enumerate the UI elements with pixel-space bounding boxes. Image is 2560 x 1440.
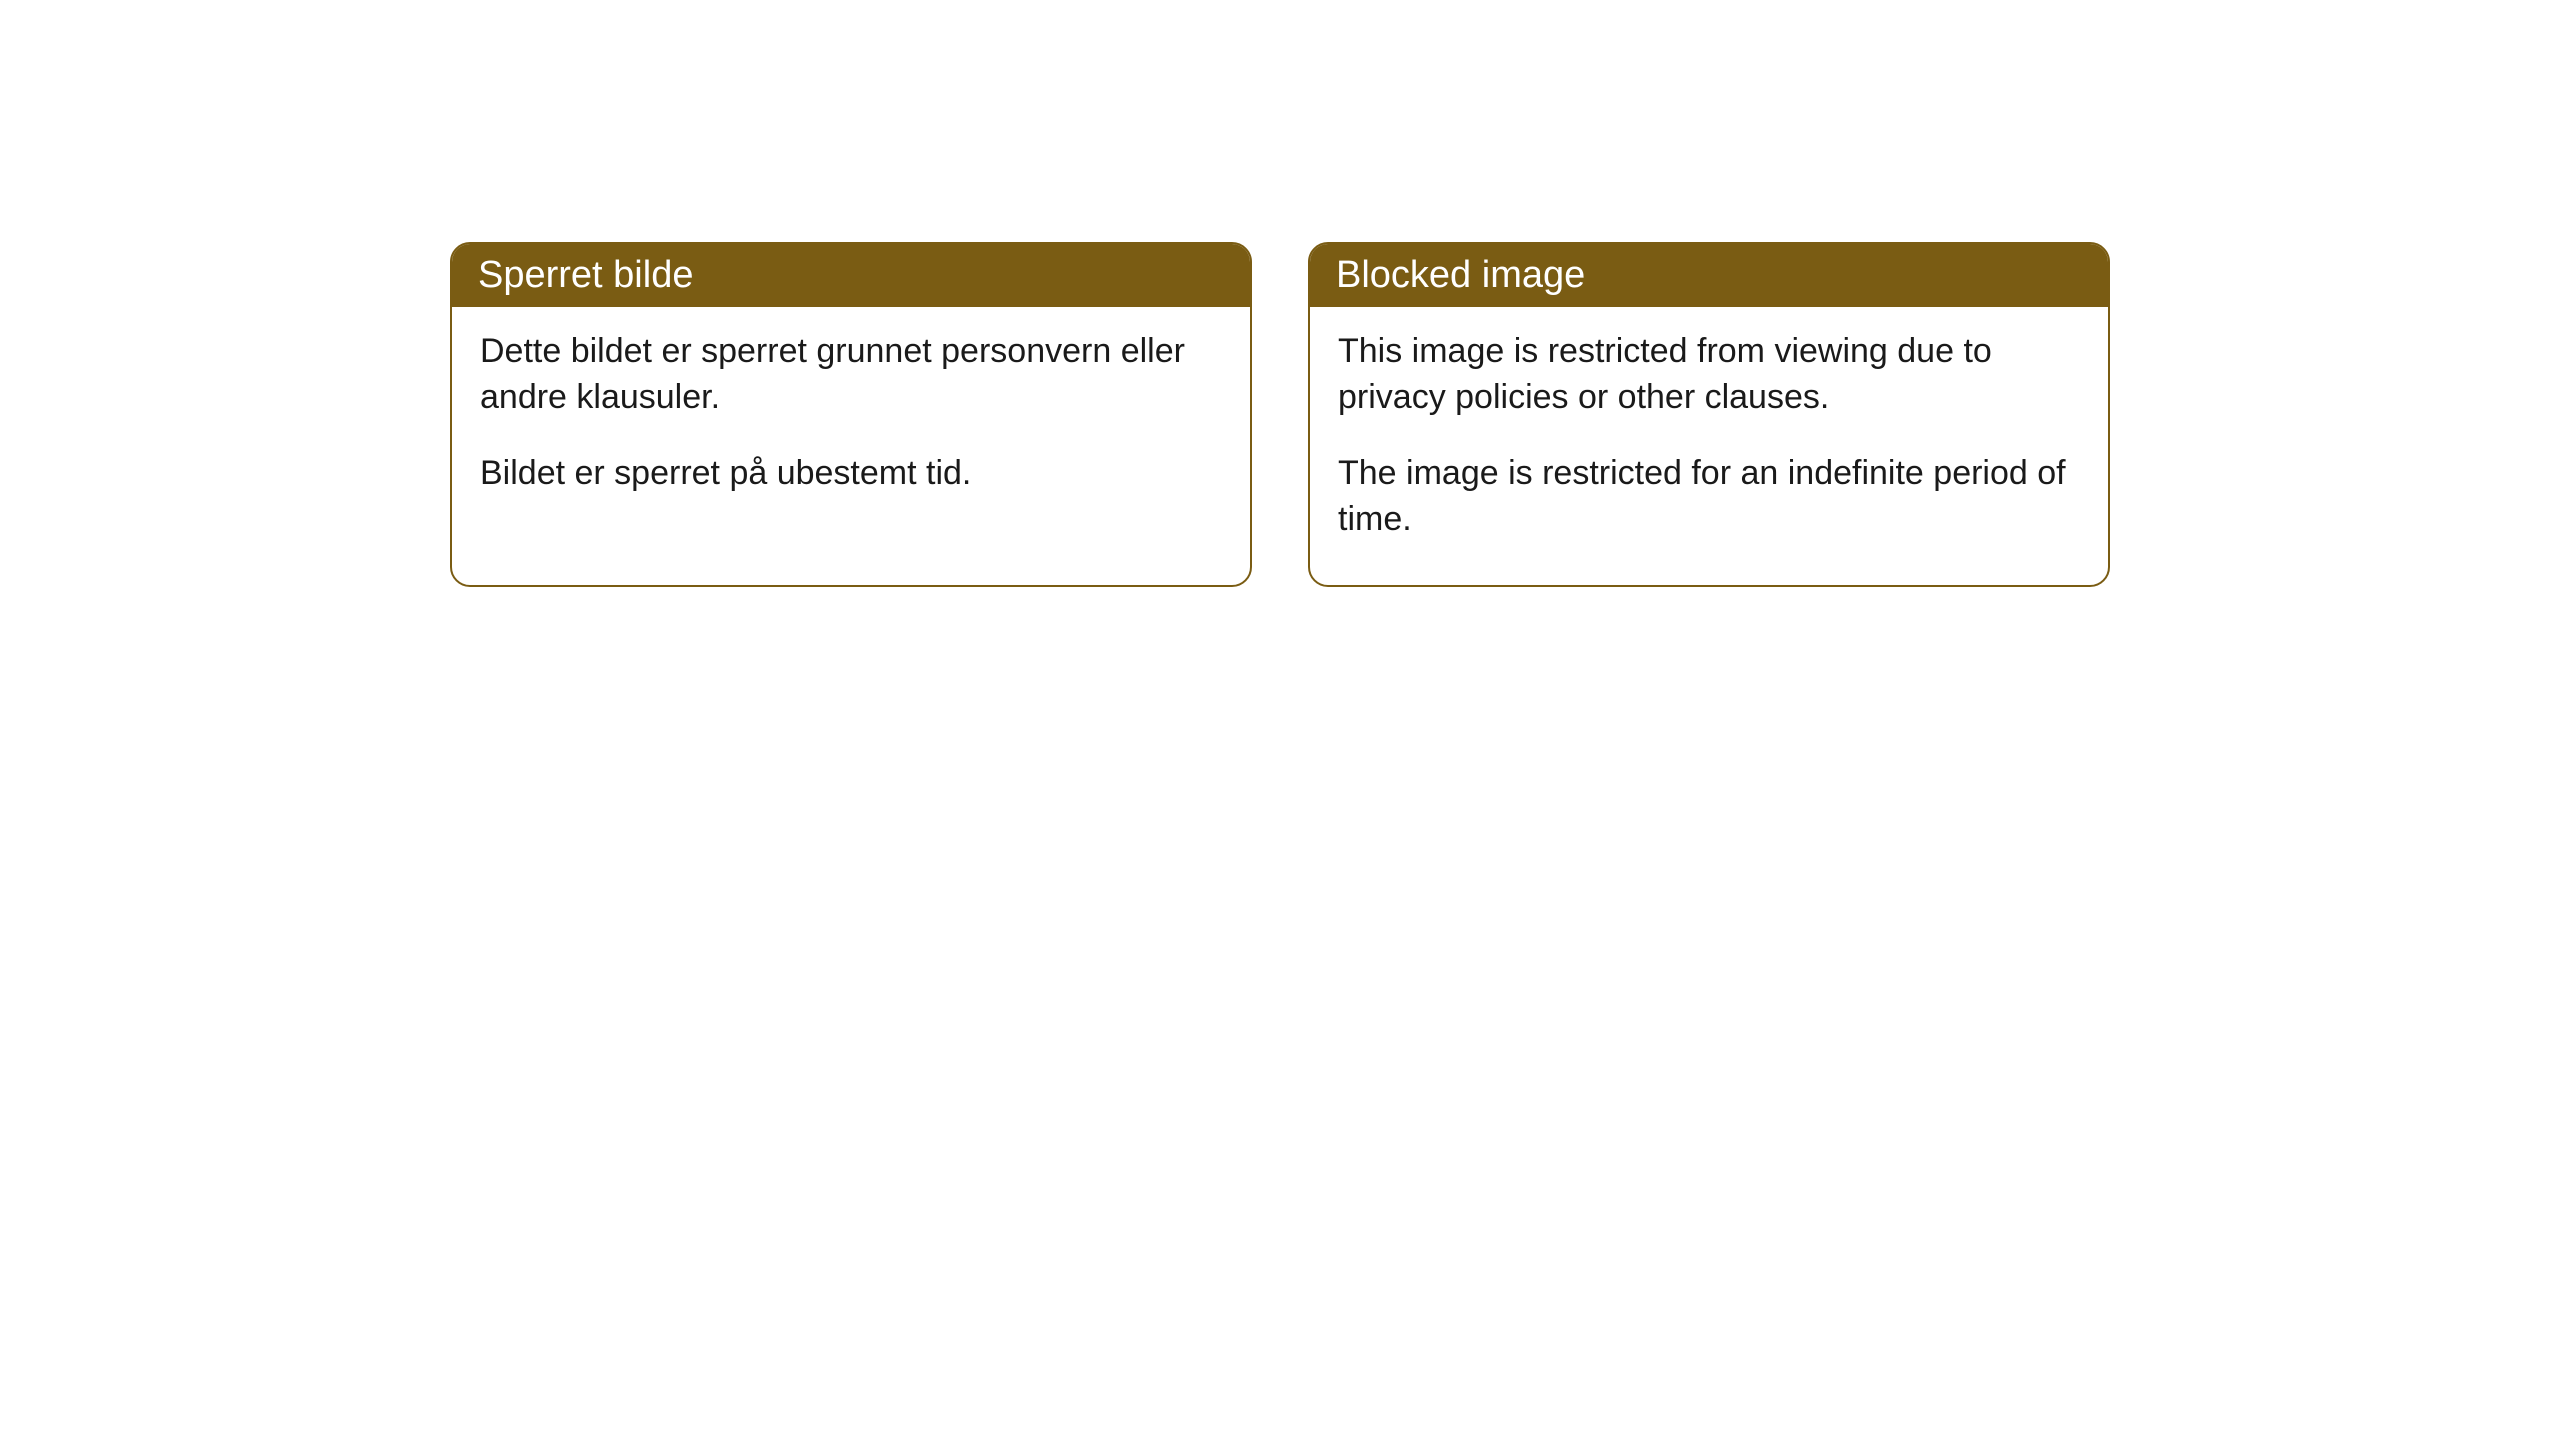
notice-card-english: Blocked image This image is restricted f… xyxy=(1308,242,2110,587)
card-paragraph: This image is restricted from viewing du… xyxy=(1338,329,2080,421)
card-title: Blocked image xyxy=(1336,254,1585,296)
card-paragraph: The image is restricted for an indefinit… xyxy=(1338,451,2080,543)
card-header: Blocked image xyxy=(1310,244,2108,307)
card-paragraph: Bildet er sperret på ubestemt tid. xyxy=(480,451,1222,497)
card-header: Sperret bilde xyxy=(452,244,1250,307)
card-paragraph: Dette bildet er sperret grunnet personve… xyxy=(480,329,1222,421)
notice-container: Sperret bilde Dette bildet er sperret gr… xyxy=(450,242,2110,587)
card-body: This image is restricted from viewing du… xyxy=(1310,307,2108,585)
card-title: Sperret bilde xyxy=(478,254,693,296)
card-body: Dette bildet er sperret grunnet personve… xyxy=(452,307,1250,539)
notice-card-norwegian: Sperret bilde Dette bildet er sperret gr… xyxy=(450,242,1252,587)
